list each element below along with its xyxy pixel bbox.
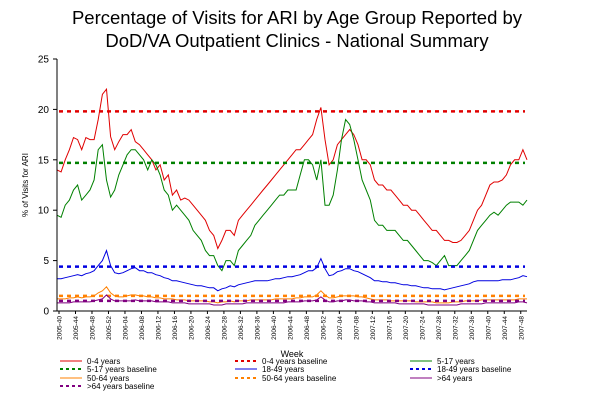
- legend-label: >64 years baseline: [87, 382, 155, 391]
- legend-item: 50-64 years baseline: [235, 374, 337, 383]
- x-tick-label: 2006-48: [304, 316, 311, 340]
- x-tick-label: 2007-32: [452, 316, 459, 340]
- x-tick-label: 2007-16: [386, 316, 393, 340]
- legend-item: 5-17 years: [410, 357, 475, 366]
- legend-item: 5-17 years baseline: [60, 365, 157, 374]
- x-tick-label: 2006-32: [238, 316, 245, 340]
- legend-label: 50-64 years baseline: [262, 374, 337, 383]
- legend-item: 0-4 years: [60, 357, 120, 366]
- legend-label: 18-49 years: [262, 365, 304, 374]
- y-tick-label: 15: [38, 155, 50, 166]
- x-tick-label: 2005-40: [57, 316, 64, 340]
- y-tick-label: 25: [38, 55, 50, 66]
- legend-label: 0-4 years baseline: [262, 357, 328, 366]
- x-tick-label: 2006-16: [172, 316, 179, 340]
- y-tick-label: 10: [38, 206, 50, 217]
- x-tick-label: 2006-40: [271, 316, 278, 340]
- legend-label: 18-49 years baseline: [437, 365, 512, 374]
- x-tick-label: 2006-44: [287, 316, 294, 340]
- legend-label: 5-17 years baseline: [87, 365, 157, 374]
- x-tick-label: 2007-40: [485, 316, 492, 340]
- x-tick-label: 2007-04: [337, 316, 344, 340]
- y-axis: 0 5 10 15 20 25: [38, 55, 57, 318]
- y-tick-label: 20: [38, 105, 50, 116]
- x-tick-label: 2006-08: [139, 316, 146, 340]
- legend-item: 50-64 years: [60, 374, 129, 383]
- series-line: [56, 118, 528, 272]
- x-tick-label: 2006-04: [122, 316, 129, 340]
- chart-title: Percentage of Visits for ARI by Age Grou…: [71, 7, 523, 51]
- legend-label: 5-17 years: [437, 357, 475, 366]
- series-line: [57, 248, 528, 292]
- x-tick-label: 2007-08: [353, 316, 360, 340]
- x-tick-label: 2007-28: [436, 316, 443, 340]
- x-tick-label: 2006-20: [188, 316, 195, 340]
- x-tick-label: 2007-24: [419, 316, 426, 340]
- y-tick-label: 5: [43, 256, 49, 267]
- x-tick-label: 2006-28: [221, 316, 228, 340]
- x-tick-label: 2007-20: [403, 316, 410, 340]
- x-tick-label: 2007-48: [518, 316, 525, 340]
- x-tick-label: 2005-52: [106, 316, 113, 340]
- legend-label: >64 years: [437, 374, 472, 383]
- x-axis: 2005-40 2005-44 2005-48 2005-52 2006-04 2006-…: [57, 311, 525, 340]
- x-tick-label: 2006-52: [320, 316, 327, 340]
- legend-label: 0-4 years: [87, 357, 120, 366]
- legend-item: >64 years: [410, 374, 472, 383]
- y-tick-label: 0: [43, 307, 49, 318]
- legend-label: 50-64 years: [87, 374, 129, 383]
- legend: 0-4 years 0-4 years baseline 5-17 years 5-1…: [60, 357, 512, 391]
- series-line: [56, 87, 528, 250]
- x-tick-label: 2006-12: [155, 316, 162, 340]
- series-layer: [56, 87, 528, 306]
- y-axis-label: % of Visits for ARI: [21, 153, 30, 217]
- x-tick-label: 2005-44: [73, 316, 80, 340]
- x-tick-label: 2005-48: [89, 316, 96, 340]
- x-tick-label: 2006-36: [254, 316, 261, 340]
- x-tick-label: 2007-12: [370, 316, 377, 340]
- legend-item: 0-4 years baseline: [235, 357, 328, 366]
- legend-item: 18-49 years: [235, 365, 304, 374]
- legend-item: >64 years baseline: [60, 382, 155, 391]
- x-tick-label: 2006-24: [205, 316, 212, 340]
- x-axis-label: Week: [281, 349, 304, 359]
- series-line: [57, 286, 527, 304]
- x-tick-label: 2007-44: [502, 316, 509, 340]
- legend-item: 18-49 years baseline: [410, 365, 512, 374]
- x-tick-label: 2007-36: [469, 316, 476, 340]
